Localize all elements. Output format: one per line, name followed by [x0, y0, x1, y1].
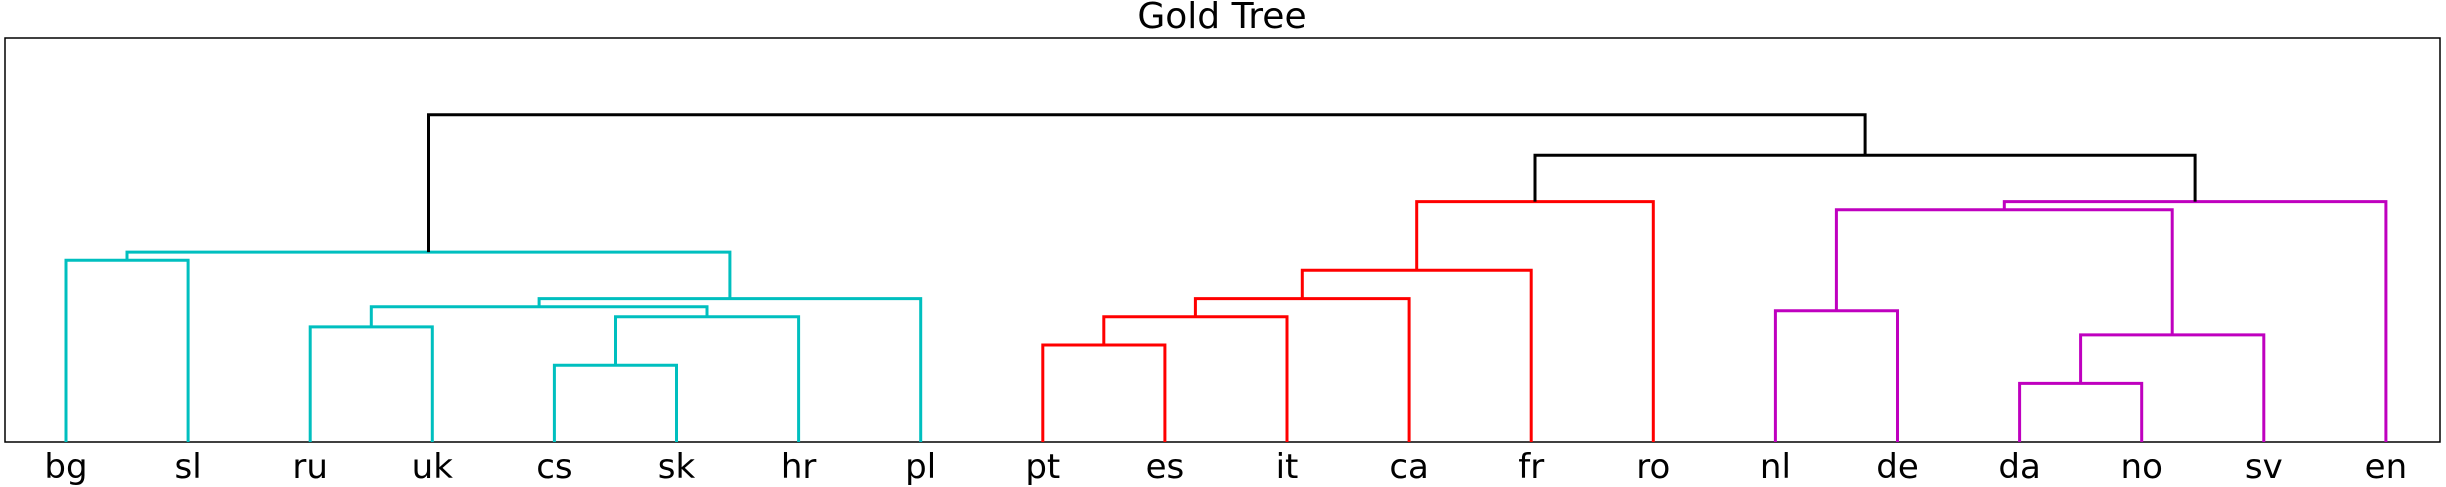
leaf-label-no: no — [2121, 447, 2163, 487]
leaf-label-ro: ro — [1636, 447, 1670, 487]
leaf-label-cs: cs — [536, 447, 572, 487]
link-pt--es — [1041, 343, 1167, 442]
leaf-tick-labels: bg sl ru uk cs sk hr pl pt es it ca fr ro nl de da no sv en — [44, 447, 2407, 487]
leaf-label-pt: pt — [1025, 447, 1060, 487]
dendrogram-links — [64, 113, 2388, 442]
leaf-label-en: en — [2365, 447, 2407, 487]
link-nl-de-da-no-sv--en — [2002, 200, 2388, 442]
link-pt-es-it-ca-fr--ro — [1415, 200, 1655, 442]
link-da--no — [2018, 381, 2144, 442]
leaf-label-pl: pl — [905, 447, 936, 487]
leaf-label-da: da — [1998, 447, 2040, 487]
link-nl--de — [1773, 309, 1899, 442]
link-cs-sk--hr — [614, 315, 801, 442]
link-bg-sl--ru-uk-cs-sk-hr-pl — [125, 250, 732, 299]
leaf-label-nl: nl — [1760, 447, 1791, 487]
link-pt-es-it--ca — [1193, 297, 1411, 442]
link-nl-de--da-no-sv — [1834, 208, 2174, 335]
link-bg--sl — [64, 258, 190, 442]
link-cs--sk — [552, 363, 678, 442]
leaf-label-sv: sv — [2245, 447, 2283, 487]
leaf-label-sl: sl — [175, 447, 202, 487]
leaf-label-ca: ca — [1389, 447, 1429, 487]
link-pt-es--it — [1102, 315, 1289, 442]
link-pt-es-it-ca--fr — [1300, 268, 1533, 442]
leaf-label-sk: sk — [658, 447, 696, 487]
leaf-label-it: it — [1276, 447, 1299, 487]
leaf-label-bg: bg — [44, 447, 87, 487]
leaf-label-es: es — [1146, 447, 1185, 487]
link-da-no--sv — [2079, 333, 2266, 442]
chart-title: Gold Tree — [1137, 0, 1306, 37]
link-ru--uk — [308, 325, 434, 442]
plot-frame — [4, 37, 2441, 443]
leaf-label-uk: uk — [412, 447, 454, 487]
link-bg-sl-ru-uk-cs-sk-hr-pl--pt-es-it-ca-fr-ro-nl-de-da-no-sv-en — [427, 113, 1867, 253]
link-ru-uk-cs-sk-hr--pl — [537, 297, 923, 442]
leaf-label-ru: ru — [292, 447, 328, 487]
leaf-label-de: de — [1876, 447, 1919, 487]
leaf-label-hr: hr — [781, 447, 817, 487]
link-pt-es-it-ca-fr-ro--nl-de-da-no-sv-en — [1533, 153, 2197, 202]
leaf-label-fr: fr — [1518, 447, 1544, 487]
